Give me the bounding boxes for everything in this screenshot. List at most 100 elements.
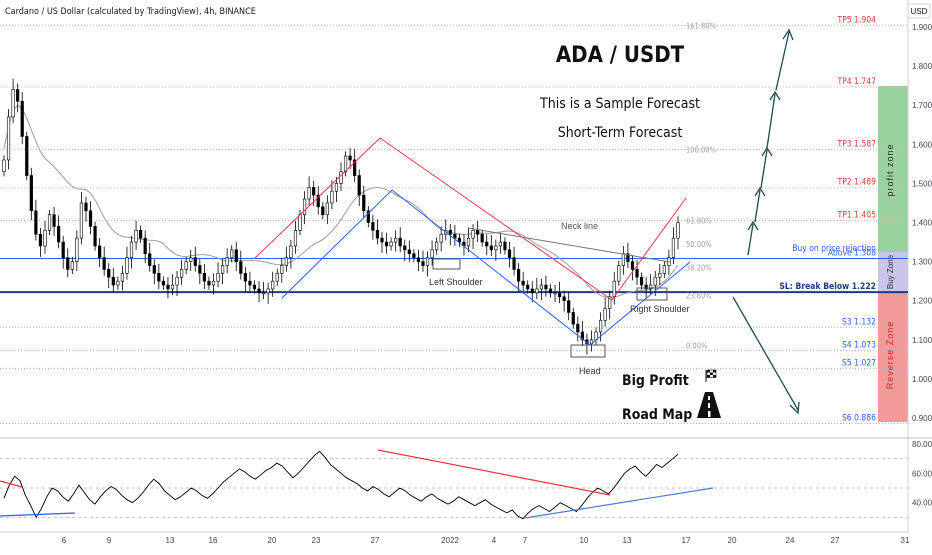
time-tick-label: 27 xyxy=(831,536,840,545)
candle-body xyxy=(539,284,543,290)
candle-body xyxy=(284,257,288,266)
candles xyxy=(2,78,680,355)
candle-body xyxy=(635,269,639,278)
candle-body xyxy=(621,253,625,266)
candle-body xyxy=(476,230,480,235)
candle-body xyxy=(489,245,493,251)
candle-body xyxy=(252,284,257,290)
candle-body xyxy=(248,280,252,286)
candle-body xyxy=(649,284,653,290)
candle-body xyxy=(485,241,489,247)
level-label: S4 1.073 xyxy=(842,340,876,350)
candle-body xyxy=(562,296,566,302)
candle-body xyxy=(658,273,662,278)
arrow-down xyxy=(732,296,799,411)
candle-body xyxy=(398,237,402,247)
price-tick-label: 1.000 xyxy=(912,375,932,384)
fib-label: 0.00% xyxy=(686,342,708,351)
time-tick-label: 13 xyxy=(623,536,632,545)
fib-label: 50.00% xyxy=(686,240,712,249)
candle-body xyxy=(617,265,621,282)
price-tick-label: 1.900 xyxy=(912,23,932,32)
candle-body xyxy=(111,276,115,286)
candle-body xyxy=(98,245,102,258)
candle-body xyxy=(230,249,234,258)
candle-body xyxy=(498,241,502,247)
candle-body xyxy=(312,187,316,196)
level-label: Above 1.308 xyxy=(828,248,876,258)
candle-body xyxy=(384,241,389,247)
fib-label: 161.80% xyxy=(686,21,717,30)
candle-body xyxy=(257,288,261,294)
candle-body xyxy=(16,89,20,102)
price-axis-ticks: 1.900 1.800 1.700 1.600 1.500 1.400 1.300 1.200… xyxy=(912,23,932,423)
candle-body xyxy=(47,214,52,231)
candle-body xyxy=(671,237,676,258)
candle-body xyxy=(535,288,539,294)
candle-body xyxy=(280,265,284,274)
candle-body xyxy=(211,280,216,286)
candle-body xyxy=(302,198,307,215)
candle-body xyxy=(457,237,462,243)
left-shoulder-label: Left Shoulder xyxy=(429,277,483,287)
rsi-pane: 80.00 60.00 40.00 xyxy=(0,440,932,520)
profit-zone-label: profit zone xyxy=(885,143,895,196)
candle-body xyxy=(139,230,143,239)
candle-body xyxy=(198,265,202,274)
arrow-up-4-head xyxy=(769,90,781,101)
price-levels: TP5 1.904 TP4 1.747 TP3 1.587 TP2 1.489 TP1 … xyxy=(0,15,908,424)
candle-body xyxy=(503,241,507,251)
candle-body xyxy=(553,292,557,295)
candle-body xyxy=(116,280,120,286)
time-tick-label: 20 xyxy=(268,536,277,545)
chart-title: Cardano / US Dollar (calculated by Tradi… xyxy=(5,7,256,17)
level-label: S6 0.886 xyxy=(842,413,876,423)
candle-body xyxy=(307,187,311,200)
candle-body xyxy=(348,155,352,161)
candle-body xyxy=(93,226,97,247)
candle-body xyxy=(202,273,206,282)
candle-body xyxy=(517,269,521,282)
candle-body xyxy=(343,155,348,172)
candle-body xyxy=(184,261,188,270)
candle-body xyxy=(644,284,648,290)
candle-body xyxy=(2,159,6,172)
red-channel-top xyxy=(254,137,613,301)
candle-body xyxy=(389,241,393,247)
head-box xyxy=(570,344,606,358)
level-label: TP1 1.405 xyxy=(837,211,877,221)
level-label: TP4 1.747 xyxy=(837,77,877,87)
level-label: Buy on price rejection xyxy=(792,244,876,254)
candle-body xyxy=(407,249,411,255)
neck-line-label: Neck line xyxy=(561,221,598,231)
pattern-drawings: Neck line Left Shoulder Head Right Shoul… xyxy=(254,137,691,376)
fib-label: 100.00% xyxy=(686,145,717,154)
currency-badge[interactable] xyxy=(907,3,931,19)
candle-body xyxy=(330,190,334,204)
road-map-label: Road Map xyxy=(622,407,692,423)
candle-body xyxy=(57,226,61,243)
candle-body xyxy=(38,233,43,247)
candle-body xyxy=(70,261,74,270)
candle-body xyxy=(439,233,443,243)
candle-body xyxy=(275,273,279,282)
head-label: Head xyxy=(579,366,601,376)
left-shoulder-box xyxy=(432,258,461,270)
candle-body xyxy=(416,257,421,262)
candle-body xyxy=(152,265,156,274)
candle-body xyxy=(266,288,270,294)
time-tick-label: 31 xyxy=(901,536,910,545)
candle-body xyxy=(630,261,635,270)
candle-body xyxy=(471,230,475,239)
candle-body xyxy=(161,280,165,286)
candle-body xyxy=(403,245,407,251)
candle-body xyxy=(676,222,680,239)
arrow-up-3 xyxy=(760,149,768,189)
candle-body xyxy=(576,323,580,333)
candle-body xyxy=(125,257,129,274)
level-label: TP3 1.587 xyxy=(837,139,877,149)
ma-line xyxy=(3,104,679,299)
price-tick-label: 1.500 xyxy=(912,179,932,188)
candle-body xyxy=(143,237,147,255)
forecast-arrows xyxy=(732,28,800,415)
